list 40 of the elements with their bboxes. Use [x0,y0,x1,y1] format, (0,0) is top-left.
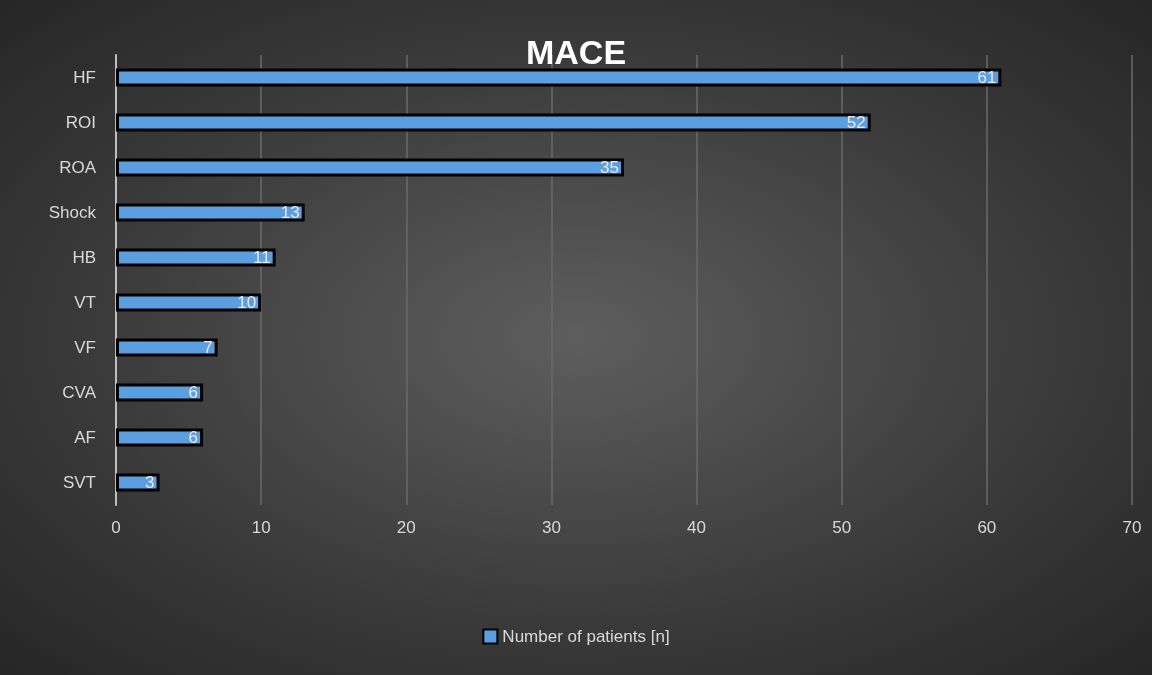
bar [116,113,871,132]
bar [116,383,204,402]
x-tick-label: 40 [687,518,707,537]
chart-title: MACE [525,33,627,71]
x-tick-label: 70 [1122,518,1142,537]
x-tick-label: 50 [832,518,852,537]
y-tick-label: ROA [59,158,97,177]
y-tick-label: CVA [62,383,97,402]
bar [116,158,624,177]
x-tick-label: 30 [541,518,561,537]
bar [116,293,262,312]
bar [116,473,160,492]
data-label: 61 [977,68,997,87]
y-tick-label: HB [72,248,96,267]
x-tick-label: 0 [111,518,121,537]
y-tick-label: AF [74,428,96,447]
data-label: 10 [237,293,257,312]
bar [116,68,1002,87]
y-tick-label: VT [74,293,96,312]
data-label: 52 [846,113,866,132]
data-label: 6 [188,428,199,447]
bar [116,203,305,222]
y-tick-label: ROI [65,113,96,132]
data-label: 7 [203,338,213,357]
bar [116,248,276,267]
data-label: 13 [280,203,300,222]
y-tick-label: Shock [48,203,97,222]
data-label: 11 [253,248,271,267]
y-tick-label: VF [74,338,96,357]
x-tick-label: 20 [396,518,416,537]
x-tick-label: 10 [251,518,271,537]
bar [116,338,218,357]
data-label: 6 [188,383,199,402]
data-label: 3 [145,473,155,492]
bar [116,428,204,447]
y-tick-label: SVT [62,473,96,492]
x-tick-label: 60 [977,518,997,537]
data-label: 35 [600,158,619,177]
y-tick-label: HF [73,68,96,87]
legend-label: Number of patients [n] [502,627,670,646]
